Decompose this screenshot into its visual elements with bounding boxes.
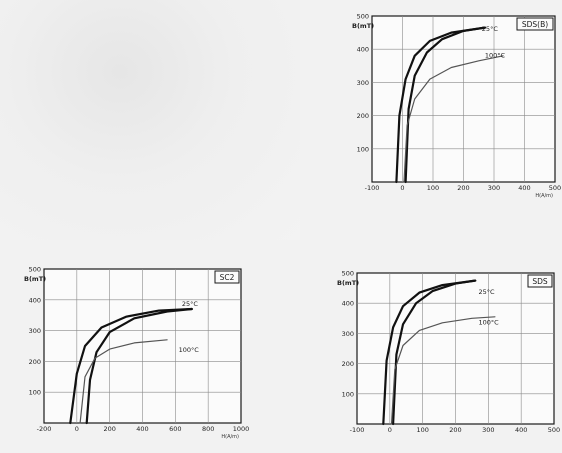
x-tick-label: 400 — [515, 426, 527, 434]
x-tick-label: -100 — [365, 184, 380, 192]
x-tick-label: 100 — [416, 426, 428, 434]
bh-curve-3 — [403, 55, 504, 183]
y-tick-label: 400 — [357, 46, 369, 54]
y-tick-label: 200 — [342, 360, 354, 368]
y-tick-label: 300 — [342, 330, 354, 338]
x-tick-label: 200 — [449, 426, 461, 434]
x-tick-label: 500 — [548, 426, 560, 434]
x-tick-label: 400 — [518, 184, 530, 192]
x-tick-label: 200 — [457, 184, 469, 192]
y-tick-label: 100 — [357, 145, 369, 153]
bh-curve-2 — [382, 279, 477, 426]
y-tick-label: 200 — [357, 112, 369, 120]
x-tick-label: 200 — [103, 425, 115, 433]
x-tick-label: 0 — [75, 425, 79, 433]
chart-3: -100 0 100 200 300 400 500100200300400500B(mT)… — [337, 270, 560, 435]
y-tick-label: 200 — [29, 358, 41, 366]
chart-2: -200 0 200 400 600 800 1000 100 200 300 400 500B(mT… — [24, 266, 249, 441]
y-tick-label: 500 — [29, 266, 41, 274]
x-tick-label: -100 — [350, 426, 365, 434]
temperature-annotation: 100°C — [485, 52, 506, 60]
x-tick-label: 100 — [427, 184, 439, 192]
sample-tag-box — [516, 17, 554, 31]
x-tick-label: 0 — [388, 426, 392, 434]
temperature-annotation: 25°C — [478, 288, 495, 296]
sample-tag-box — [214, 270, 240, 284]
y-tick-label: 400 — [342, 300, 354, 308]
y-tick-label: 100 — [342, 390, 354, 398]
sample-tag-box — [527, 274, 553, 288]
y-axis-label: B(mT) — [337, 279, 359, 287]
y-tick-label: 300 — [29, 327, 41, 335]
sample-tag: SDS — [532, 277, 548, 286]
temperature-annotation: 25°C — [182, 300, 199, 308]
x-tick-label: 600 — [169, 425, 181, 433]
y-tick-label: 400 — [29, 296, 41, 304]
bh-curve-1 — [69, 307, 193, 425]
temperature-annotation: 100°C — [478, 318, 499, 326]
chart-1: -100 0 100 200 300 400 500100200300400500B(mT)… — [352, 13, 561, 200]
temperature-annotation: 100°C — [179, 346, 200, 354]
x-axis-label: H(A/m) — [221, 434, 239, 440]
x-tick-label: -200 — [37, 425, 52, 433]
x-axis-label: H(A/m) — [535, 193, 553, 199]
bh-curve-3 — [390, 316, 496, 425]
y-tick-label: 300 — [357, 79, 369, 87]
blurred-background — [0, 0, 300, 240]
y-tick-label: 100 — [29, 389, 41, 397]
x-tick-label: 400 — [136, 425, 148, 433]
y-tick-label: 500 — [357, 13, 369, 21]
x-tick-label: 1000 — [233, 425, 250, 433]
temperature-annotation: 25°C — [482, 25, 499, 33]
y-axis-label: B(mT) — [352, 22, 374, 30]
x-tick-label: 800 — [202, 425, 214, 433]
y-axis-label: B(mT) — [24, 275, 46, 283]
bh-curve-2 — [395, 26, 486, 184]
sample-tag: SDS(B) — [522, 20, 548, 29]
x-tick-label: 500 — [549, 184, 561, 192]
x-tick-label: 300 — [488, 184, 500, 192]
sample-tag: SC2 — [220, 273, 235, 282]
y-tick-label: 500 — [342, 270, 354, 278]
x-tick-label: 300 — [482, 426, 494, 434]
x-tick-label: 0 — [400, 184, 404, 192]
bh-curve-3 — [79, 339, 168, 424]
bh-curve-2 — [85, 307, 193, 425]
